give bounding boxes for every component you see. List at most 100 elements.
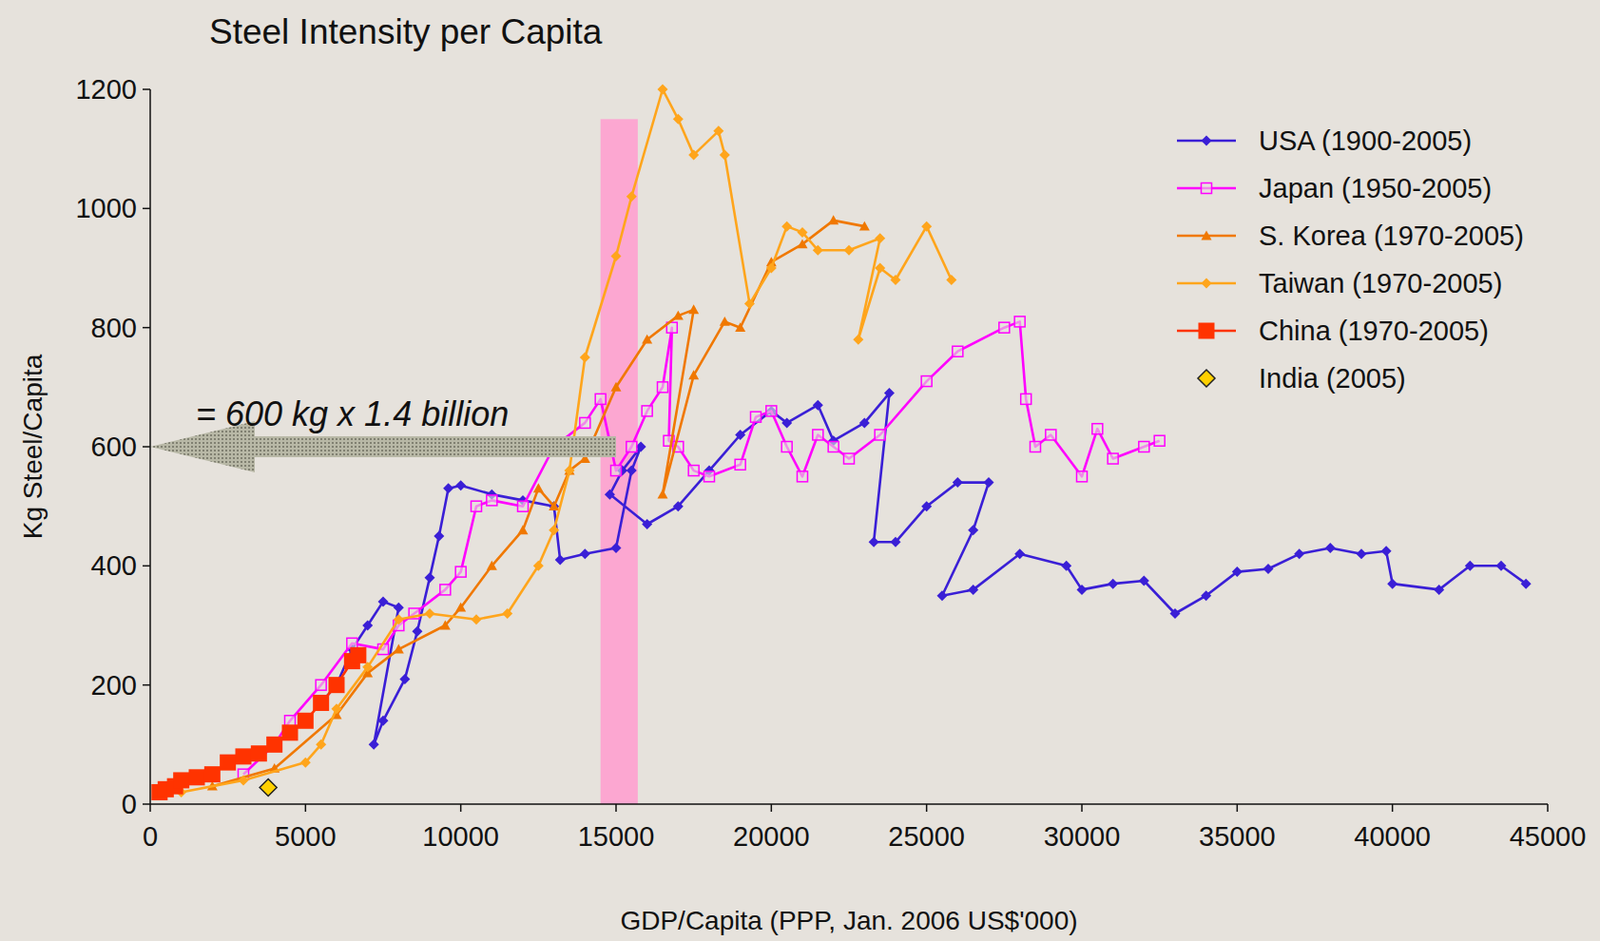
x-tick-label: 35000: [1198, 821, 1276, 852]
x-axis-title: GDP/Capita (PPP, Jan. 2006 US$'000): [619, 906, 1078, 936]
marker: [238, 774, 250, 786]
marker: [734, 429, 746, 441]
marker: [518, 501, 529, 512]
x-tick: [771, 804, 773, 812]
y-tick-label: 200: [91, 670, 137, 701]
marker: [518, 524, 529, 535]
y-tick: [142, 684, 151, 687]
marker: [1077, 584, 1088, 596]
legend-label: S. Korea (1970-2005): [1258, 220, 1524, 251]
legend-label: India (2005): [1258, 363, 1407, 394]
marker: [579, 548, 591, 560]
x-tick-label: 5000: [274, 821, 337, 852]
marker: [983, 477, 995, 488]
marker: [657, 382, 669, 393]
marker: [751, 411, 762, 423]
marker: [204, 766, 221, 783]
marker: [219, 754, 236, 772]
marker: [579, 417, 591, 428]
y-axis-title: Kg Steel/Capita: [18, 353, 48, 540]
marker: [393, 614, 405, 625]
marker: [937, 590, 948, 601]
marker: [952, 346, 964, 357]
marker: [921, 221, 932, 232]
marker: [999, 322, 1010, 333]
marker: [312, 694, 329, 712]
marker: [1154, 435, 1165, 446]
marker: [235, 748, 252, 765]
marker: [744, 298, 755, 309]
marker: [781, 221, 792, 232]
y-tick-label: 800: [91, 312, 137, 344]
marker: [828, 442, 839, 453]
marker: [1387, 578, 1398, 590]
marker: [1138, 576, 1150, 587]
marker: [828, 214, 839, 225]
y-tick: [142, 445, 151, 448]
legend-marker: [1201, 135, 1213, 147]
marker: [657, 489, 669, 500]
series: [238, 316, 1166, 780]
legend: USA (1900-2005)Japan (1950-2005)S. Korea…: [1176, 125, 1524, 394]
x-tick-label: 20000: [732, 821, 810, 852]
marker: [874, 232, 886, 244]
marker: [812, 429, 824, 441]
marker: [611, 542, 622, 554]
marker: [1232, 566, 1243, 578]
x-tick: [305, 804, 308, 812]
x-tick-label: 40000: [1353, 821, 1431, 852]
x-tick: [1080, 804, 1083, 812]
marker: [859, 417, 870, 428]
marker: [411, 626, 423, 637]
legend-marker: [1201, 231, 1213, 241]
marker: [1433, 584, 1445, 596]
marker: [604, 489, 616, 501]
marker: [1060, 560, 1072, 572]
marker: [713, 125, 724, 136]
marker: [579, 352, 591, 364]
marker: [285, 715, 296, 727]
legend-marker: [1197, 369, 1215, 387]
marker: [868, 537, 880, 548]
marker: [952, 477, 964, 488]
highlight-band: [600, 118, 638, 805]
legend-label: Taiwan (1970-2005): [1258, 268, 1503, 299]
marker: [424, 608, 436, 619]
marker: [766, 405, 777, 417]
marker: [890, 537, 902, 548]
marker: [259, 778, 277, 796]
marker: [564, 465, 576, 477]
marker: [797, 227, 809, 238]
marker: [1107, 578, 1119, 590]
marker: [548, 524, 560, 536]
marker: [1325, 542, 1336, 554]
marker: [328, 676, 346, 694]
series-line: [212, 220, 865, 787]
marker: [626, 465, 637, 477]
y-tick-label: 1000: [75, 192, 137, 224]
marker: [921, 376, 932, 387]
marker: [812, 400, 824, 411]
marker: [781, 417, 792, 428]
marker: [1170, 608, 1181, 619]
marker: [797, 471, 809, 482]
legend-marker: [1198, 323, 1215, 340]
marker: [641, 519, 653, 530]
marker: [1092, 424, 1103, 435]
series: [259, 778, 277, 796]
marker: [812, 245, 824, 256]
x-tick-label: 0: [142, 821, 158, 852]
marker: [1521, 578, 1532, 590]
series-line: [159, 655, 359, 792]
y-tick-label: 600: [91, 431, 137, 463]
marker: [890, 274, 902, 286]
marker: [368, 739, 380, 751]
marker: [1014, 316, 1025, 328]
marker: [945, 274, 957, 286]
marker: [734, 322, 746, 332]
marker: [673, 310, 684, 321]
legend-marker: [1201, 278, 1213, 290]
marker: [1021, 393, 1032, 405]
x-tick: [149, 804, 152, 812]
x-tick: [1236, 804, 1239, 812]
